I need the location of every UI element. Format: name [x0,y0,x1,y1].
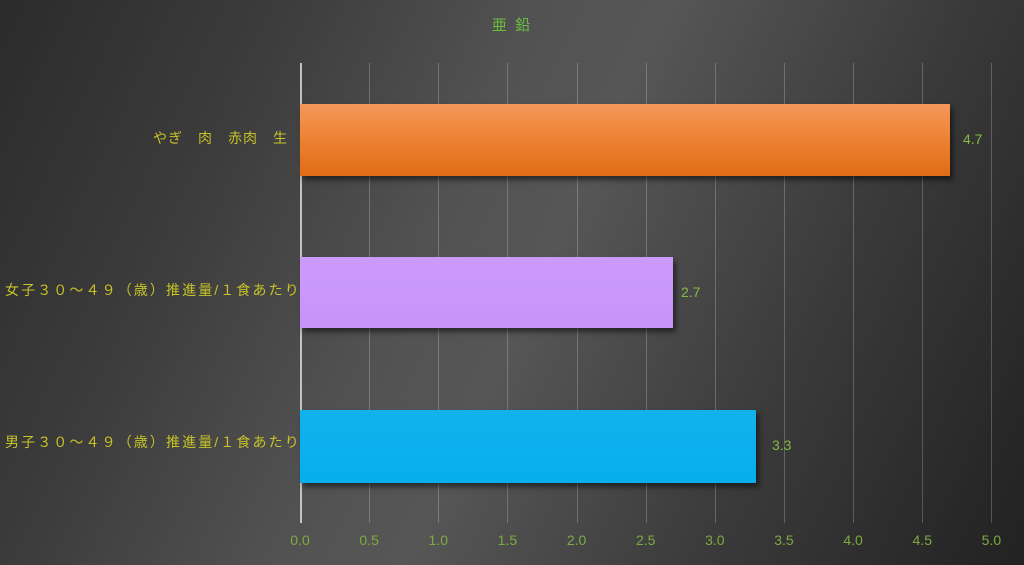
svg-text:亜 鉛: 亜 鉛 [492,17,532,34]
svg-text:4.5: 4.5 [913,532,933,548]
svg-text:0.5: 0.5 [359,532,379,548]
svg-text:3.5: 3.5 [774,532,794,548]
svg-text:0.0: 0.0 [290,532,310,548]
svg-text:やぎ 肉 赤肉 生: やぎ 肉 赤肉 生 [153,130,288,146]
svg-text:1.0: 1.0 [429,532,449,548]
svg-text:1.5: 1.5 [498,532,518,548]
svg-text:2.5: 2.5 [636,532,656,548]
svg-text:5.0: 5.0 [982,532,1002,548]
svg-text:男子３０～４９（歳）推進量/１食あたり: 男子３０～４９（歳）推進量/１食あたり [5,434,301,450]
svg-text:女子３０～４９（歳）推進量/１食あたり: 女子３０～４９（歳）推進量/１食あたり [5,282,301,298]
svg-text:4.0: 4.0 [843,532,863,548]
svg-text:2.0: 2.0 [567,532,587,548]
svg-text:3.0: 3.0 [705,532,725,548]
